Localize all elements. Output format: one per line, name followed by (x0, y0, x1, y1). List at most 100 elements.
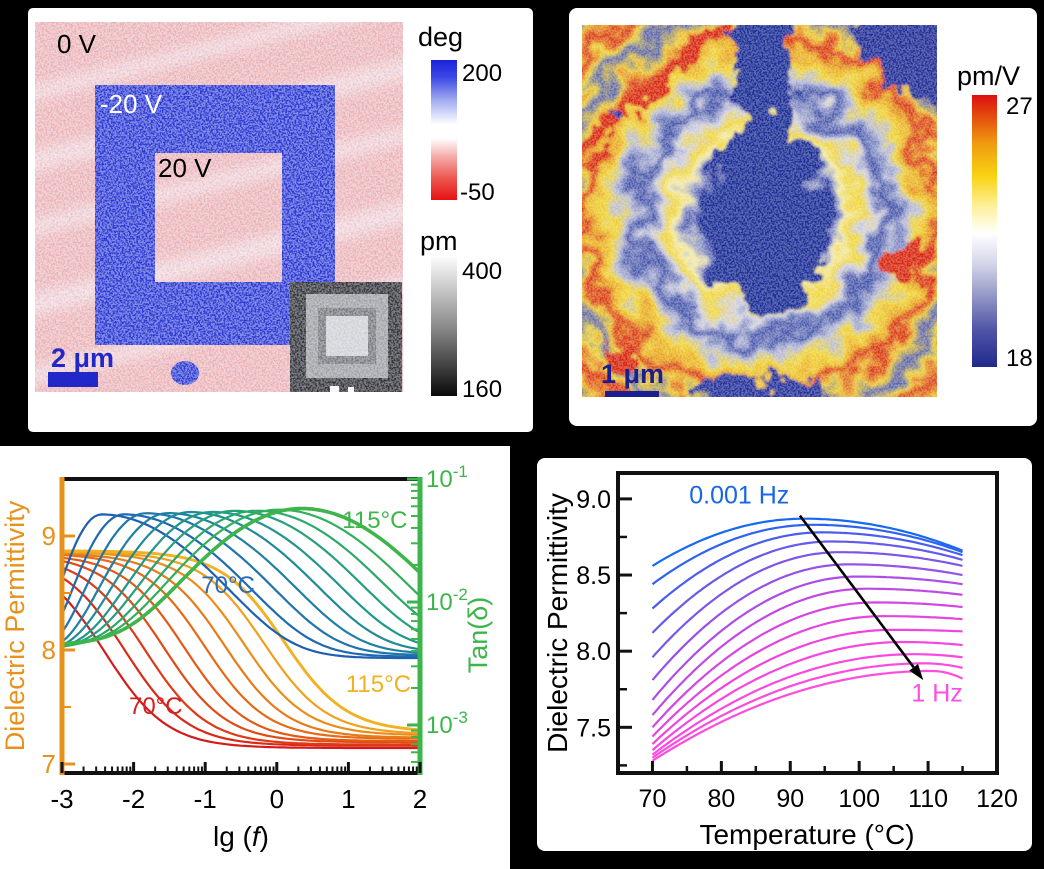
permittivity-curve-75C (62, 576, 420, 747)
pfm-amplitude-inset (290, 282, 402, 392)
temp-chart-ticks: 70 80 90 100 110 120 7.5 8.0 8.5 9.0 (576, 486, 1018, 813)
temp-y-tick-label: 8.0 (576, 638, 611, 666)
permittivity-curve-110C (62, 551, 420, 735)
temp-y-tick-label: 7.5 (576, 714, 611, 742)
deg-colorbar-min-label: -50 (460, 179, 495, 206)
temp-x-tick-label: 70 (639, 785, 667, 813)
pmv-colorbar-min-label: 18 (1006, 345, 1033, 372)
permittivity-curve-105C (62, 551, 420, 736)
pfm-phase-svg: 0 V -20 V 20 V 2 μm deg 200 (35, 22, 502, 403)
panel-temp-chart-card: 70 80 90 100 110 120 7.5 8.0 8.5 9.0 0.001 Hz 1 Hz… (537, 458, 1032, 851)
permittivity-curve-70C (62, 594, 420, 750)
scalebar-2um-label: 2 μm (51, 343, 114, 373)
temp-x-axis-title: Temperature (°C) (699, 819, 914, 850)
freq-chart-ticks: 7 8 9 10-1 10-2 10-3 -3 -2 -1 0 1 2 (42, 462, 468, 814)
tand-tick-label: 10-2 (426, 585, 468, 616)
freq-x-tick-label: -2 (122, 784, 145, 814)
piezo-map-image: 1 μm (582, 25, 937, 397)
temp-x-tick-label: 80 (707, 785, 735, 813)
permittivity-vs-T-curve-lgf-1.93 (651, 563, 963, 681)
freq-x-tick-label: 2 (413, 784, 427, 814)
freq-x-title-post: ) (260, 821, 269, 852)
freq-x-axis-title: lg (f) (213, 821, 269, 852)
freq-annotation: 115°C (346, 671, 411, 698)
deg-colorbar-title: deg (418, 22, 463, 52)
region-label-0v: 0 V (57, 29, 97, 59)
permittivity-vs-T-curve-lgf-1.29 (651, 601, 963, 729)
deg-colorbar-max-label: 200 (462, 60, 502, 87)
temp-x-tick-label: 120 (976, 785, 1018, 813)
tan-delta-curve-110C (62, 508, 420, 647)
permittivity-vs-T-curve-lgf-1.71 (651, 575, 963, 701)
permittivity-curve-100C (62, 553, 420, 739)
permittivity-vs-T-curve-lgf-1.5 (651, 587, 963, 716)
temp-chart-svg: 70 80 90 100 110 120 7.5 8.0 8.5 9.0 0.001 Hz 1 Hz… (542, 471, 1018, 850)
permittivity-curve-90C (62, 556, 420, 743)
temp-x-tick-label: 90 (776, 785, 804, 813)
tand-tick-label: 10-1 (426, 462, 468, 493)
piezo-map-svg: 1 μm pm/V 27 18 (582, 25, 1033, 397)
freq-chart-annotations: 115°C 70°C 115°C 70°C (129, 507, 411, 720)
piezo-white-speckle (582, 25, 937, 397)
pmv-colorbar-gradient (972, 95, 997, 367)
freq-annotation: 70°C (129, 693, 183, 720)
pmv-colorbar: pm/V 27 18 (957, 61, 1033, 372)
permittivity-vs-T-curve-lgf-0.86 (651, 628, 963, 745)
perm-tick-label: 9 (42, 521, 56, 551)
temp-chart-frame-rect (616, 471, 999, 775)
scalebar-1um-bar (605, 391, 659, 397)
freq-annotation: 115°C (342, 507, 407, 534)
temp-chart-frame (616, 471, 999, 775)
pfm-phase-image: 0 V -20 V 20 V 2 μm (35, 22, 403, 392)
tan-delta-curve-95C (62, 510, 420, 648)
freq-right-axis-title: Tan(δ) (463, 597, 493, 674)
permittivity-vs-T-curve-lgf-0.21 (651, 662, 963, 759)
tan-delta-curve-90C (62, 510, 420, 651)
tan-delta-curve-105C (62, 509, 420, 648)
permittivity-curve-115C (62, 549, 420, 732)
freq-x-tick-label: 1 (341, 784, 355, 814)
tan-delta-curve-85C (62, 511, 420, 654)
freq-chart-axes (59, 477, 423, 775)
freq-x-tick-label: -3 (50, 784, 73, 814)
perm-tick-label: 8 (42, 635, 56, 665)
panel-freq-chart-card: 7 8 9 10-1 10-2 10-3 -3 -2 -1 0 1 2 115°C 70°C 115°C 7… (0, 446, 510, 869)
temp-annotation: 1 Hz (911, 679, 962, 707)
pm-colorbar-min-label: 160 (462, 376, 502, 403)
freq-annotation: 70°C (201, 572, 255, 599)
tan-delta-curve-70C (62, 513, 420, 660)
pm-colorbar-title: pm (420, 226, 458, 256)
permittivity-vs-T-curve-lgf-2.57 (651, 531, 963, 610)
freq-left-axis-title: Dielectric Permittivity (0, 500, 30, 751)
freq-x-tick-label: -1 (194, 784, 217, 814)
pm-colorbar-gradient (431, 258, 457, 396)
temp-chart-curves (651, 517, 963, 762)
pm-colorbar: pm 400 160 (420, 226, 502, 403)
freq-chart-curves (62, 506, 420, 750)
temp-y-axis-title: Dielectric Permittivity (542, 493, 573, 753)
permittivity-vs-T-curve-lgf-0.43 (651, 653, 963, 756)
pmv-colorbar-title: pm/V (957, 61, 1020, 91)
temp-chart-annotations: 0.001 Hz 1 Hz (689, 481, 963, 707)
temp-x-tick-label: 110 (908, 785, 948, 813)
freq-x-title-f: f (252, 821, 263, 852)
tan-delta-curve-80C (62, 512, 420, 656)
freq-x-title-pre: lg ( (213, 821, 253, 852)
temp-x-tick-label: 100 (838, 785, 880, 813)
panel-pfm-phase-card: 0 V -20 V 20 V 2 μm deg 200 (28, 8, 533, 432)
region-label-neg20v: -20 V (100, 89, 163, 119)
permittivity-curve-95C (62, 553, 420, 740)
pmv-colorbar-max-label: 27 (1006, 93, 1033, 120)
temp-y-tick-label: 8.5 (576, 562, 611, 590)
panel-piezo-map-card: 1 μm pm/V 27 18 (569, 8, 1037, 426)
freq-x-tick-label: 0 (270, 784, 284, 814)
frequency-direction-arrow (798, 514, 915, 669)
arrow-head (909, 664, 924, 681)
pm-colorbar-max-label: 400 (462, 258, 502, 285)
permittivity-vs-T-curve-lgf-2.36 (651, 540, 963, 634)
scalebar-2um-bar (48, 372, 98, 387)
temp-y-tick-label: 9.0 (576, 486, 611, 514)
permittivity-vs-T-curve-lgf-2.14 (651, 551, 963, 659)
permittivity-vs-T-curve-lgf-3 (651, 517, 963, 567)
